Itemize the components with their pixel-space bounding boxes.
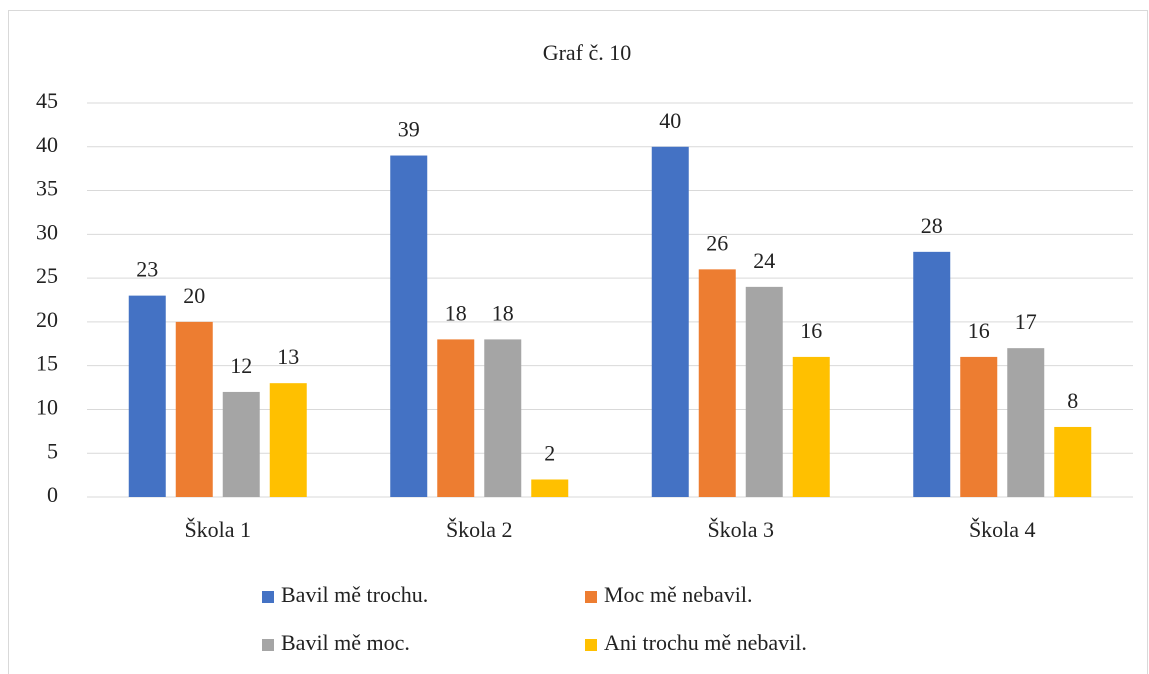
x-tick-label: Škola 2 xyxy=(446,517,513,542)
bar xyxy=(390,155,428,498)
y-tick-label: 20 xyxy=(36,307,58,332)
legend-marker xyxy=(585,639,597,651)
bar xyxy=(484,339,522,497)
data-label: 8 xyxy=(1067,388,1078,413)
y-tick-label: 40 xyxy=(36,132,58,157)
data-label: 2 xyxy=(544,441,555,466)
x-tick-label: Škola 3 xyxy=(707,517,774,542)
data-label: 13 xyxy=(277,344,299,369)
bar xyxy=(792,356,830,497)
y-tick-label: 10 xyxy=(36,394,58,419)
y-tick-label: 5 xyxy=(47,438,58,463)
legend-label: Moc mě nebavil. xyxy=(604,582,752,607)
legend-marker xyxy=(262,591,274,603)
data-label: 12 xyxy=(230,353,252,378)
y-tick-label: 45 xyxy=(36,88,58,113)
data-label: 17 xyxy=(1015,309,1037,334)
bar xyxy=(698,269,736,497)
bar xyxy=(1054,426,1092,497)
bar xyxy=(913,251,951,497)
data-label: 24 xyxy=(753,248,775,273)
bar xyxy=(651,146,689,497)
bar xyxy=(437,339,475,497)
data-label: 18 xyxy=(445,300,467,325)
bar xyxy=(1007,348,1045,497)
y-tick-label: 25 xyxy=(36,263,58,288)
data-label: 23 xyxy=(136,257,158,282)
legend-label: Bavil mě trochu. xyxy=(281,582,428,607)
x-tick-label: Škola 4 xyxy=(969,517,1036,542)
chart-title: Graf č. 10 xyxy=(543,40,632,65)
legend-label: Ani trochu mě nebavil. xyxy=(604,630,807,655)
y-tick-label: 30 xyxy=(36,219,58,244)
data-label: 16 xyxy=(800,318,822,343)
y-tick-label: 35 xyxy=(36,176,58,201)
data-label: 18 xyxy=(492,300,514,325)
bar xyxy=(269,383,307,497)
bar xyxy=(128,295,166,497)
bar xyxy=(175,321,213,497)
data-label: 40 xyxy=(659,108,681,133)
bar xyxy=(960,356,998,497)
data-label: 39 xyxy=(398,117,420,142)
data-label: 26 xyxy=(706,230,728,255)
legend-marker xyxy=(262,639,274,651)
legend-label: Bavil mě moc. xyxy=(281,630,410,655)
y-tick-label: 0 xyxy=(47,482,58,507)
chart-border xyxy=(8,10,1148,674)
y-tick-label: 15 xyxy=(36,351,58,376)
bar xyxy=(531,479,569,497)
data-label: 28 xyxy=(921,213,943,238)
bar xyxy=(745,286,783,497)
x-tick-label: Škola 1 xyxy=(184,517,251,542)
legend-marker xyxy=(585,591,597,603)
data-label: 16 xyxy=(968,318,990,343)
bar xyxy=(222,391,260,497)
data-label: 20 xyxy=(183,283,205,308)
